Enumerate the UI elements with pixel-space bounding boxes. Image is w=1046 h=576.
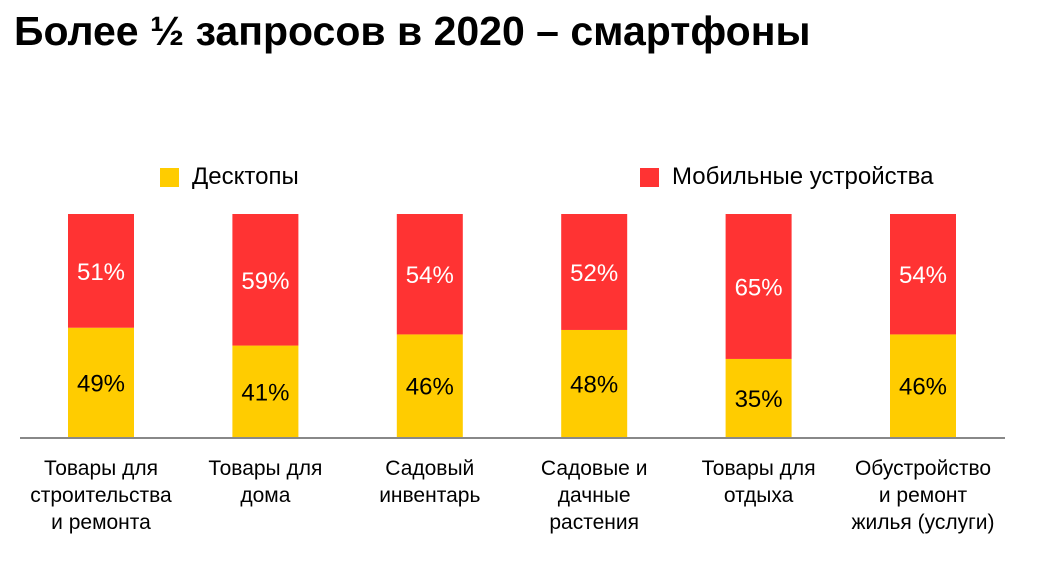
data-label: 49% xyxy=(77,370,125,397)
bar-mobile xyxy=(561,214,628,330)
data-label: 51% xyxy=(77,259,125,286)
data-label: 46% xyxy=(406,374,454,401)
category-label-line: Обустройство xyxy=(854,457,992,480)
data-label: 35% xyxy=(735,386,783,413)
bar-mobile xyxy=(725,214,792,359)
category-label: Садовые и дачные растения xyxy=(509,455,679,536)
legend-label: Десктопы xyxy=(192,163,299,190)
category-label-line: строительства xyxy=(30,484,172,507)
category-label-line: дачные xyxy=(557,484,631,507)
bar-mobile xyxy=(396,214,463,335)
category-label: Обустройство и ремонт жилья (услуги) xyxy=(838,455,1008,536)
legend-label: Мобильные устройства xyxy=(672,163,934,190)
legend-item-mobile: Мобильные устройства xyxy=(640,163,933,191)
bar-mobile xyxy=(232,214,299,346)
category-label-line: Товары для xyxy=(44,457,158,480)
legend-item-desktops: Десктопы xyxy=(160,163,299,191)
bar-desktop xyxy=(232,345,299,437)
bar-desktop xyxy=(396,334,463,437)
category-label-line: Товары для xyxy=(208,457,323,480)
category-label-line: инвентарь xyxy=(379,484,481,507)
category-label-line: жилья (услуги) xyxy=(851,511,995,534)
data-label: 54% xyxy=(899,262,947,289)
category-label: Товары для отдыха xyxy=(674,455,844,509)
category-label-line: Садовый xyxy=(385,457,475,480)
data-label: 46% xyxy=(899,374,947,401)
category-label-line: дома xyxy=(240,484,291,507)
bar-desktop xyxy=(68,327,134,437)
category-label: Товары для дома xyxy=(180,455,350,509)
data-label: 48% xyxy=(570,371,618,398)
category-label: Садовый инвентарь xyxy=(345,455,515,509)
bar-mobile xyxy=(890,214,956,335)
data-label: 59% xyxy=(241,268,289,295)
data-label: 65% xyxy=(735,274,783,301)
data-label: 41% xyxy=(241,379,289,406)
legend-swatch-yellow xyxy=(160,167,179,187)
category-label-line: растения xyxy=(549,511,639,534)
bar-desktop xyxy=(725,358,792,437)
bar-desktop xyxy=(561,329,628,437)
category-label-line: Товары для xyxy=(701,457,816,480)
data-label: 52% xyxy=(570,260,618,287)
category-label: Товары для строительства и ремонта xyxy=(16,455,186,536)
data-label: 54% xyxy=(406,262,454,289)
bar-desktop xyxy=(890,334,956,437)
category-label-line: и ремонта xyxy=(51,511,151,534)
chart-title: Более ½ запросов в 2020 – смартфоны xyxy=(14,8,811,54)
bar-mobile xyxy=(68,214,134,328)
category-label-line: и ремонт xyxy=(878,484,968,507)
legend-swatch-red xyxy=(640,167,659,187)
category-label-line: Садовые и xyxy=(540,457,648,480)
category-label-line: отдыха xyxy=(723,484,794,507)
